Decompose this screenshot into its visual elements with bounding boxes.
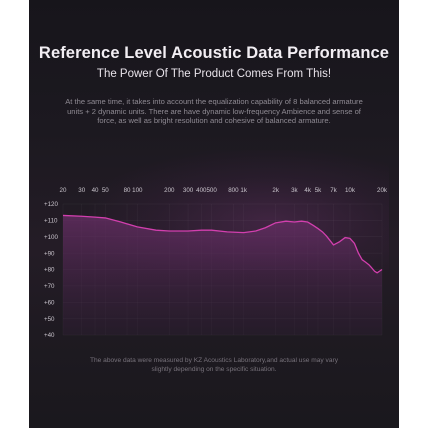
- y-tick-label: +40: [44, 332, 55, 339]
- x-tick-label: 3k: [291, 187, 298, 194]
- y-tick-labels: +120 +110 +100 +90 +80 +70 +60 +50 +40: [44, 201, 58, 339]
- x-tick-label: 300: [183, 187, 194, 194]
- y-tick-label: +100: [44, 234, 58, 241]
- frequency-response-chart: 20 30 40 50 80 100 200 300 400 500 800 1k 2k 3k 4k 5k 7k…: [44, 187, 388, 339]
- y-tick-label: +60: [44, 299, 55, 306]
- x-tick-label: 500: [206, 187, 217, 194]
- x-tick-label: 10k: [345, 187, 356, 194]
- x-tick-label: 400: [196, 187, 207, 194]
- x-tick-label: 2k: [272, 187, 279, 194]
- footer-note: The above data were measured by KZ Acous…: [89, 357, 338, 373]
- x-tick-label: 50: [102, 187, 109, 194]
- x-tick-label: 20: [60, 187, 67, 194]
- y-tick-label: +90: [44, 250, 55, 257]
- page-title: Reference Level Acoustic Data Performanc…: [38, 44, 390, 62]
- x-tick-label: 800: [228, 187, 239, 194]
- x-tick-label: 20k: [377, 187, 388, 194]
- x-tick-labels: 20 30 40 50 80 100 200 300 400 500 800 1k 2k 3k 4k 5k 7k…: [60, 187, 388, 194]
- x-tick-label: 7k: [330, 187, 337, 194]
- x-tick-label: 40: [92, 187, 99, 194]
- x-tick-label: 200: [164, 187, 175, 194]
- y-tick-label: +80: [44, 267, 55, 274]
- y-tick-label: +110: [44, 218, 58, 225]
- y-tick-label: +70: [44, 283, 55, 290]
- y-tick-label: +50: [44, 316, 55, 323]
- x-tick-label: 80: [124, 187, 131, 194]
- product-panel: Reference Level Acoustic Data Performanc…: [29, 0, 399, 428]
- x-tick-label: 5k: [315, 187, 322, 194]
- x-tick-label: 1k: [240, 187, 247, 194]
- y-tick-label: +120: [44, 201, 58, 208]
- x-tick-label: 4k: [304, 187, 311, 194]
- response-area: [63, 215, 382, 335]
- description-text: At the same time, it takes into account …: [65, 97, 363, 126]
- x-tick-label: 100: [132, 187, 143, 194]
- x-tick-label: 30: [78, 187, 85, 194]
- response-curve: [62, 214, 383, 274]
- page-subtitle: The Power Of The Product Comes From This…: [96, 68, 332, 80]
